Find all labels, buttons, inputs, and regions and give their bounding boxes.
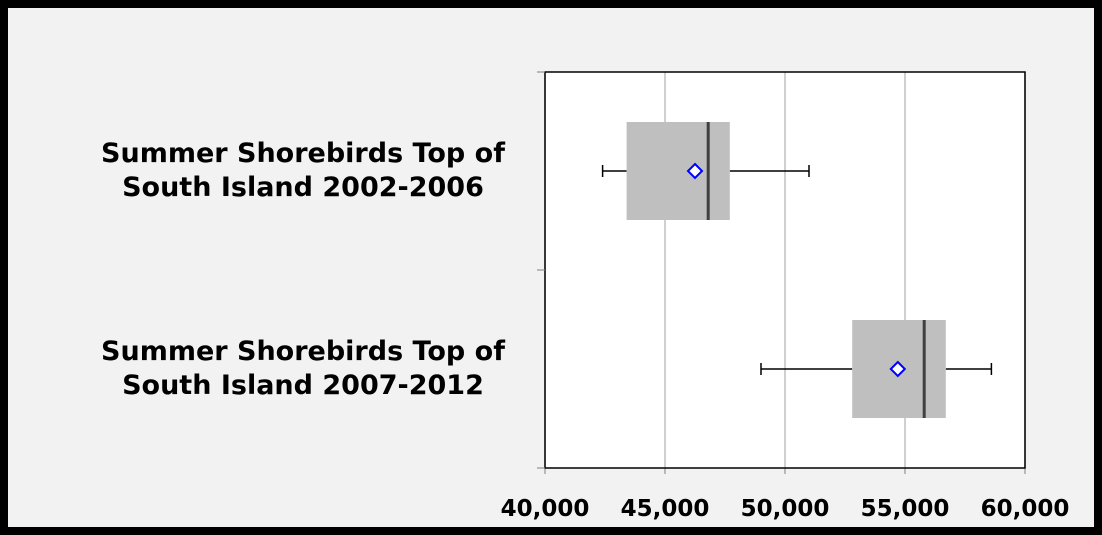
- y-tick-label: Summer Shorebirds Top of South Island 20…: [101, 336, 505, 401]
- x-tick-label: 55,000: [861, 496, 950, 522]
- x-tick-label: 40,000: [501, 496, 590, 522]
- box: [626, 122, 730, 220]
- mean-marker: [889, 360, 907, 378]
- x-tick-label: 60,000: [981, 496, 1070, 522]
- y-tick-label: Summer Shorebirds Top of South Island 20…: [101, 138, 505, 203]
- x-tick-label: 50,000: [741, 496, 830, 522]
- x-tick-label: 45,000: [621, 496, 710, 522]
- mean-marker: [686, 162, 704, 180]
